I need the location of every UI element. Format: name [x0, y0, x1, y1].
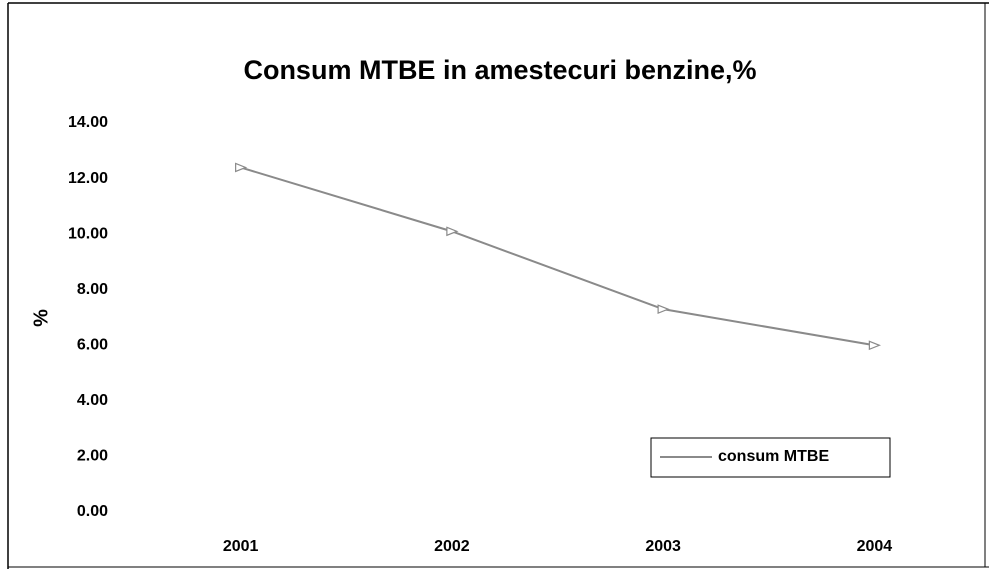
- x-tick-label: 2001: [223, 538, 259, 555]
- data-point: [657, 304, 670, 315]
- data-point: [868, 340, 881, 351]
- data-point: [446, 226, 459, 237]
- series-line: [240, 166, 875, 347]
- legend: consum MTBE: [650, 437, 891, 478]
- y-axis-label: %: [30, 309, 52, 327]
- x-tick-label: 2003: [645, 538, 681, 555]
- x-tick-label: 2004: [857, 538, 893, 555]
- data-point: [235, 162, 248, 173]
- x-tick-label: 2002: [434, 538, 470, 555]
- y-tick-label: 6.00: [77, 337, 108, 354]
- legend-label: consum MTBE: [718, 448, 829, 465]
- y-tick-label: 10.00: [68, 225, 108, 242]
- y-tick-label: 4.00: [77, 392, 108, 409]
- chart-title: Consum MTBE in amestecuri benzine,%: [243, 55, 756, 85]
- y-tick-label: 0.00: [77, 503, 108, 520]
- y-tick-label: 2.00: [77, 448, 108, 465]
- y-tick-label: 8.00: [77, 281, 108, 298]
- y-tick-label: 12.00: [68, 170, 108, 187]
- y-tick-label: 14.00: [68, 114, 108, 131]
